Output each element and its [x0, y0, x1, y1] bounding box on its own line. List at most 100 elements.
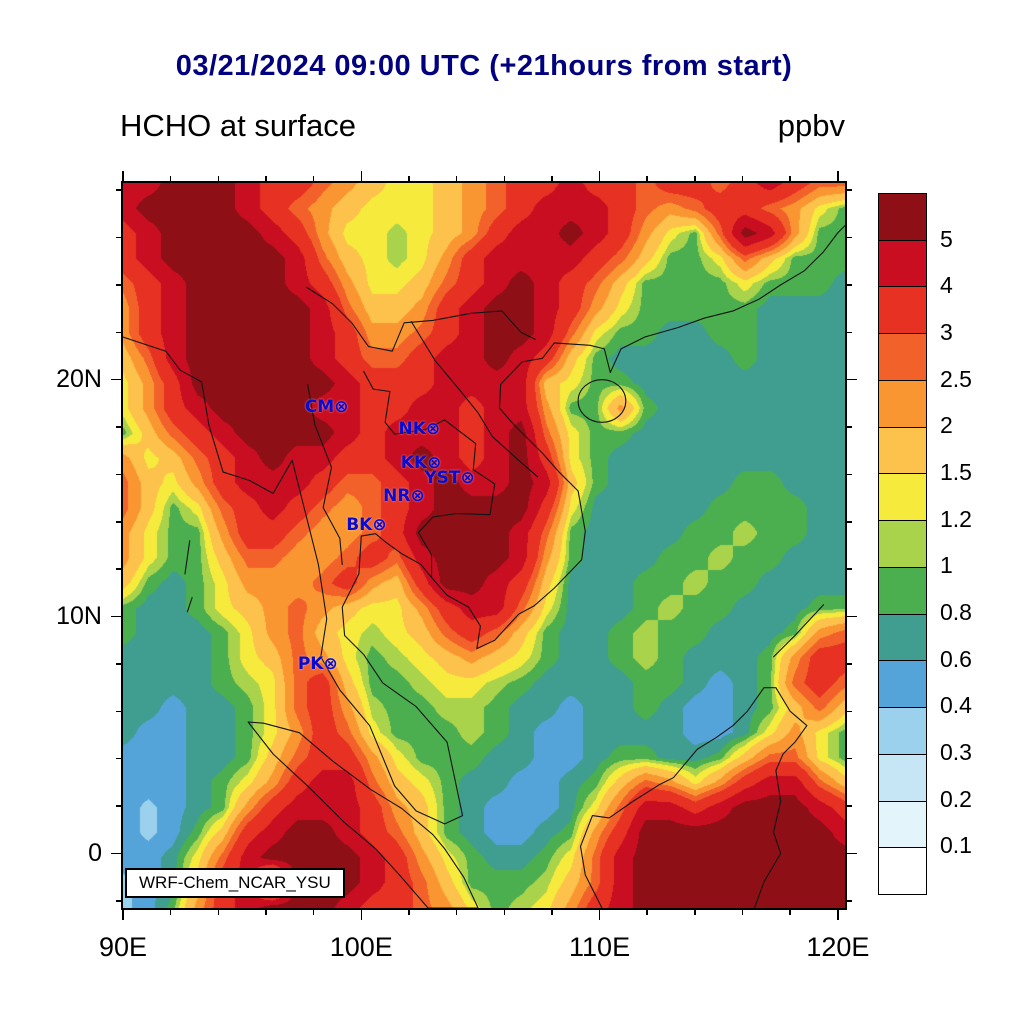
tick-mark — [116, 473, 121, 476]
colorbar-label-0.6: 0.6 — [940, 645, 972, 672]
y-tick-label-0: 0 — [88, 838, 102, 867]
tick-mark — [116, 757, 121, 760]
border-thailand-laos-cambodia — [364, 371, 495, 577]
tick-mark — [847, 852, 857, 855]
tick-mark — [847, 331, 852, 333]
tick-mark — [741, 176, 744, 181]
tick-mark — [116, 521, 121, 523]
tick-mark — [116, 805, 121, 807]
tick-mark — [847, 568, 852, 570]
tick-mark — [116, 284, 121, 286]
colorbar-segment — [879, 567, 926, 615]
tick-mark — [847, 426, 852, 428]
tick-mark — [646, 910, 648, 915]
tick-mark — [503, 910, 505, 915]
tick-mark — [217, 910, 220, 915]
colorbar-segment — [879, 287, 926, 335]
tick-mark — [847, 378, 857, 381]
tick-mark — [847, 521, 852, 523]
plot-title: 03/21/2024 09:00 UTC (+21hours from star… — [175, 50, 793, 82]
colorbar-label-1: 1 — [940, 552, 953, 579]
tick-mark — [551, 910, 553, 915]
x-tick-label-120e: 120E — [806, 932, 870, 962]
colorbar-label-2.5: 2.5 — [940, 365, 972, 392]
colorbar-label-5: 5 — [940, 225, 953, 252]
map-panel: CM⊗ NK⊗ KK⊗ YST⊗ NR⊗ BK⊗ PK⊗ WRF-Chem_NCAR_YSU — [121, 181, 847, 910]
colorbar-segment — [879, 661, 926, 709]
station-marker-cm: CM⊗ — [304, 396, 349, 417]
tick-mark — [847, 189, 852, 191]
colorbar-segment — [879, 754, 926, 802]
tick-mark — [122, 910, 124, 920]
colorbar-label-3: 3 — [940, 319, 953, 345]
tick-mark — [847, 663, 852, 665]
tick-mark — [837, 171, 839, 181]
colorbar-label-1.2: 1.2 — [940, 505, 972, 532]
station-marker-nr: NR⊗ — [383, 485, 425, 506]
tick-mark — [116, 189, 121, 191]
station-marker-yst: YST⊗ — [424, 467, 475, 488]
tick-mark — [217, 176, 220, 181]
x-tick-label-90e: 90E — [98, 932, 148, 962]
tick-mark — [847, 710, 852, 713]
colorbar-segment — [879, 427, 926, 475]
tick-mark — [598, 171, 601, 181]
tick-mark — [408, 176, 410, 181]
tick-mark — [116, 568, 121, 570]
tick-mark — [360, 171, 363, 181]
colorbar-label-0.1: 0.1 — [940, 832, 972, 859]
colorbar-segment — [879, 380, 926, 428]
tick-mark — [265, 910, 267, 915]
tick-mark — [789, 176, 791, 181]
tick-mark — [312, 176, 315, 181]
colorbar-label-0.3: 0.3 — [940, 739, 972, 765]
tick-mark — [847, 236, 852, 239]
tick-mark — [169, 176, 172, 181]
station-marker-kk: KK⊗ — [400, 452, 442, 473]
tick-mark — [789, 910, 791, 915]
border-vietnam-laos — [411, 322, 537, 477]
y-tick-label-20n: 20N — [56, 364, 102, 393]
tick-mark — [847, 805, 852, 807]
tick-mark — [847, 615, 857, 618]
tick-mark — [312, 910, 315, 915]
colorbar-label-0.4: 0.4 — [940, 692, 972, 719]
border-myanmar-thailand — [308, 384, 343, 564]
tick-mark — [694, 176, 696, 181]
coastline-mainland — [123, 226, 845, 824]
colorbar-segment — [879, 194, 926, 241]
colorbar-segment — [879, 240, 926, 288]
colorbar-segment — [879, 801, 926, 849]
coastline-overlay — [123, 183, 845, 908]
tick-mark — [111, 615, 121, 618]
tick-mark — [455, 176, 458, 181]
tick-mark — [265, 176, 267, 181]
variable-label: HCHO at surface — [120, 108, 357, 143]
tick-mark — [646, 176, 648, 181]
units-label: ppbv — [777, 108, 845, 143]
colorbar-segment — [879, 708, 926, 755]
station-marker-pk: PK⊗ — [297, 653, 338, 674]
tick-mark — [116, 663, 121, 665]
coastline-sumatra — [248, 722, 478, 908]
tick-mark — [598, 910, 601, 920]
tick-mark — [122, 171, 124, 181]
tick-mark — [847, 900, 852, 902]
tick-mark — [847, 757, 852, 760]
tick-mark — [837, 910, 839, 920]
station-marker-bk: BK⊗ — [346, 515, 387, 536]
tick-mark — [116, 426, 121, 428]
coastline-borneo — [581, 688, 807, 908]
coastline-andaman-islands — [185, 541, 192, 612]
station-layer: CM⊗ NK⊗ KK⊗ YST⊗ NR⊗ BK⊗ PK⊗ — [123, 183, 845, 908]
hcho-heatmap — [123, 183, 845, 908]
y-tick-label-10n: 10N — [56, 601, 102, 630]
tick-mark — [169, 910, 172, 915]
tick-mark — [847, 473, 852, 476]
colorbar-label-1.5: 1.5 — [940, 459, 972, 485]
tick-mark — [116, 900, 121, 902]
tick-mark — [116, 236, 121, 239]
colorbar-label-2: 2 — [940, 412, 953, 439]
colorbar-label-0.8: 0.8 — [940, 599, 972, 625]
station-marker-nk: NK⊗ — [398, 419, 441, 440]
